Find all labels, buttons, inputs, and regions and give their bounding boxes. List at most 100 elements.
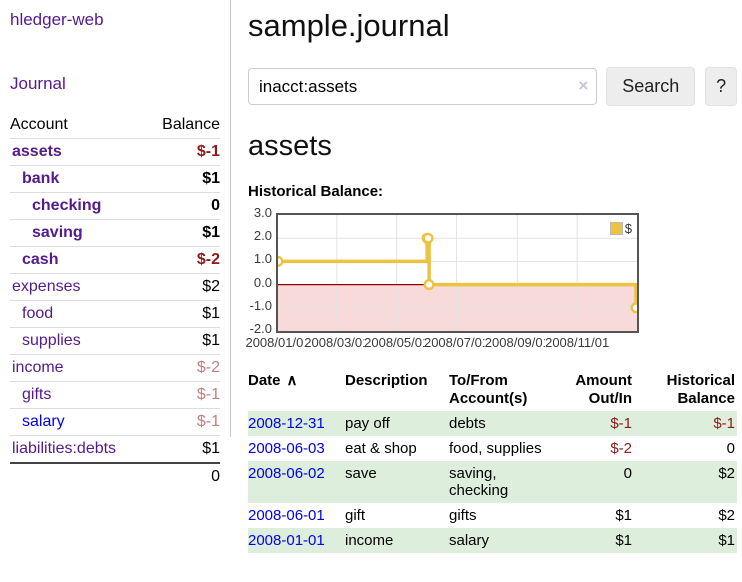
account-balance: $-2 [145, 354, 220, 382]
y-tick-label: 1.0 [253, 251, 272, 267]
sidebar-item-journal[interactable]: Journal [10, 74, 66, 93]
transaction-date-cell: 2008-06-01 [248, 503, 345, 528]
transaction-date-link[interactable]: 2008-01-01 [248, 532, 325, 549]
transaction-description: gift [345, 507, 366, 524]
accounts-total-balance: 0 [145, 462, 220, 490]
help-button[interactable]: ? [705, 67, 737, 106]
transaction-row: 2008-12-31 pay off debts $-1 $-1 [248, 411, 737, 436]
search-button[interactable]: Search [606, 67, 696, 106]
accounts-table: Account Balance assets $-1 bank $1 checking 0… [10, 112, 220, 490]
account-link[interactable]: checking [32, 197, 102, 214]
transaction-amount: $-1 [562, 411, 642, 436]
register-header-amount: Amount Out/In [575, 372, 632, 407]
total-label-cell [10, 462, 146, 490]
account-link[interactable]: gifts [22, 386, 52, 403]
transaction-balance: $2 [642, 461, 737, 503]
account-link[interactable]: saving [32, 224, 83, 241]
transaction-description: eat & shop [345, 440, 417, 457]
x-tick-label: 2008/05/01 [364, 335, 430, 350]
y-tick-label: 3.0 [253, 205, 272, 220]
search-box: × [248, 68, 598, 105]
transaction-date-link[interactable]: 2008-06-03 [248, 440, 325, 457]
account-link[interactable]: supplies [22, 332, 81, 349]
transaction-date-cell: 2008-06-02 [248, 461, 345, 503]
register-header-description: Description [345, 372, 428, 389]
account-row: food $1 [10, 300, 220, 328]
date-header-label: Date [248, 372, 281, 389]
account-row: bank $1 [10, 165, 220, 193]
chart-legend: $ [608, 220, 633, 237]
account-name-cell: expenses [10, 273, 146, 301]
account-link[interactable]: liabilities:debts [12, 440, 117, 457]
account-name-cell: liabilities:debts [10, 435, 146, 463]
account-row: cash $-2 [10, 246, 220, 274]
transaction-date-link[interactable]: 2008-06-01 [248, 507, 325, 524]
clear-search-icon[interactable]: × [578, 76, 589, 95]
data-point [278, 255, 284, 267]
transaction-amount: $1 [615, 507, 632, 524]
account-heading: assets [248, 130, 332, 162]
account-name-cell: gifts [10, 381, 146, 409]
legend-series-label: $ [624, 221, 632, 236]
transaction-balance: $-1 [642, 411, 737, 436]
account-balance: $-1 [145, 381, 220, 409]
account-name-cell: bank [10, 165, 146, 193]
account-name-cell: income [10, 354, 146, 382]
account-link[interactable]: income [12, 359, 64, 376]
account-row: income $-2 [10, 354, 220, 382]
account-link[interactable]: bank [22, 170, 60, 187]
account-balance: $2 [145, 273, 220, 301]
account-row: assets $-1 [10, 138, 220, 166]
account-row: expenses $2 [10, 273, 220, 301]
app-title-link[interactable]: hledger-web [10, 10, 104, 29]
data-point [423, 279, 435, 291]
account-link[interactable]: expenses [12, 278, 81, 295]
x-tick-label: 2008/09/01 [484, 335, 550, 350]
account-row: saving $1 [10, 219, 220, 247]
x-tick-label: 2008/03/01 [304, 335, 370, 350]
transaction-accounts: saving, checking [449, 461, 562, 503]
transaction-description: income [345, 528, 449, 553]
account-link[interactable]: salary [22, 413, 65, 430]
account-name-cell: assets [10, 138, 146, 166]
account-row: gifts $-1 [10, 381, 220, 409]
account-balance: $1 [145, 435, 220, 463]
transaction-accounts: food, supplies [449, 440, 542, 457]
transaction-date-link[interactable]: 2008-12-31 [248, 415, 325, 432]
account-link[interactable]: assets [12, 143, 62, 160]
account-row: checking 0 [10, 192, 220, 220]
chart-canvas [278, 215, 637, 331]
register-header-balance: Historical Balance [666, 372, 735, 407]
transaction-accounts: salary [449, 528, 562, 553]
transaction-date-link[interactable]: 2008-06-02 [248, 465, 325, 482]
x-tick-label: 2008/07/01 [423, 335, 490, 350]
y-tick-label: -1.0 [249, 297, 272, 313]
y-tick-label: -2.0 [249, 321, 272, 336]
y-tick-label: 0.0 [253, 274, 272, 290]
register-header-date[interactable]: Date ∧ [248, 369, 345, 411]
transaction-row: 2008-01-01 income salary $1 $1 [248, 528, 737, 553]
legend-swatch-icon [609, 222, 623, 235]
account-link[interactable]: food [22, 305, 54, 322]
chart-plot-area: $ [276, 213, 639, 333]
balance-chart: 3.0 2.0 1.0 0.0 -1.0 -2.0 $ 2008/01/01 2008/03… [245, 205, 737, 350]
transaction-balance: 0 [726, 440, 735, 457]
account-name-cell: checking [10, 192, 146, 220]
accounts-header-account: Account [10, 116, 68, 133]
page-title: sample.journal [248, 8, 450, 43]
transaction-amount: $1 [562, 528, 642, 553]
account-balance: $1 [145, 219, 220, 247]
transaction-row: 2008-06-03 eat & shop food, supplies $-2 0 [248, 436, 737, 461]
transaction-row: 2008-06-02 save saving, checking 0 $2 [248, 461, 737, 503]
chart-title: Historical Balance: [248, 183, 384, 200]
account-link[interactable]: cash [22, 251, 59, 268]
account-row: liabilities:debts $1 [10, 435, 220, 463]
account-balance: $1 [145, 327, 220, 355]
transaction-description: save [345, 461, 449, 503]
data-point [630, 302, 637, 314]
account-name-cell: saving [10, 219, 146, 247]
transaction-amount: 0 [562, 461, 642, 503]
transaction-row: 2008-06-01 gift gifts $1 $2 [248, 503, 737, 528]
transaction-balance: $1 [642, 528, 737, 553]
search-input[interactable] [248, 68, 598, 105]
